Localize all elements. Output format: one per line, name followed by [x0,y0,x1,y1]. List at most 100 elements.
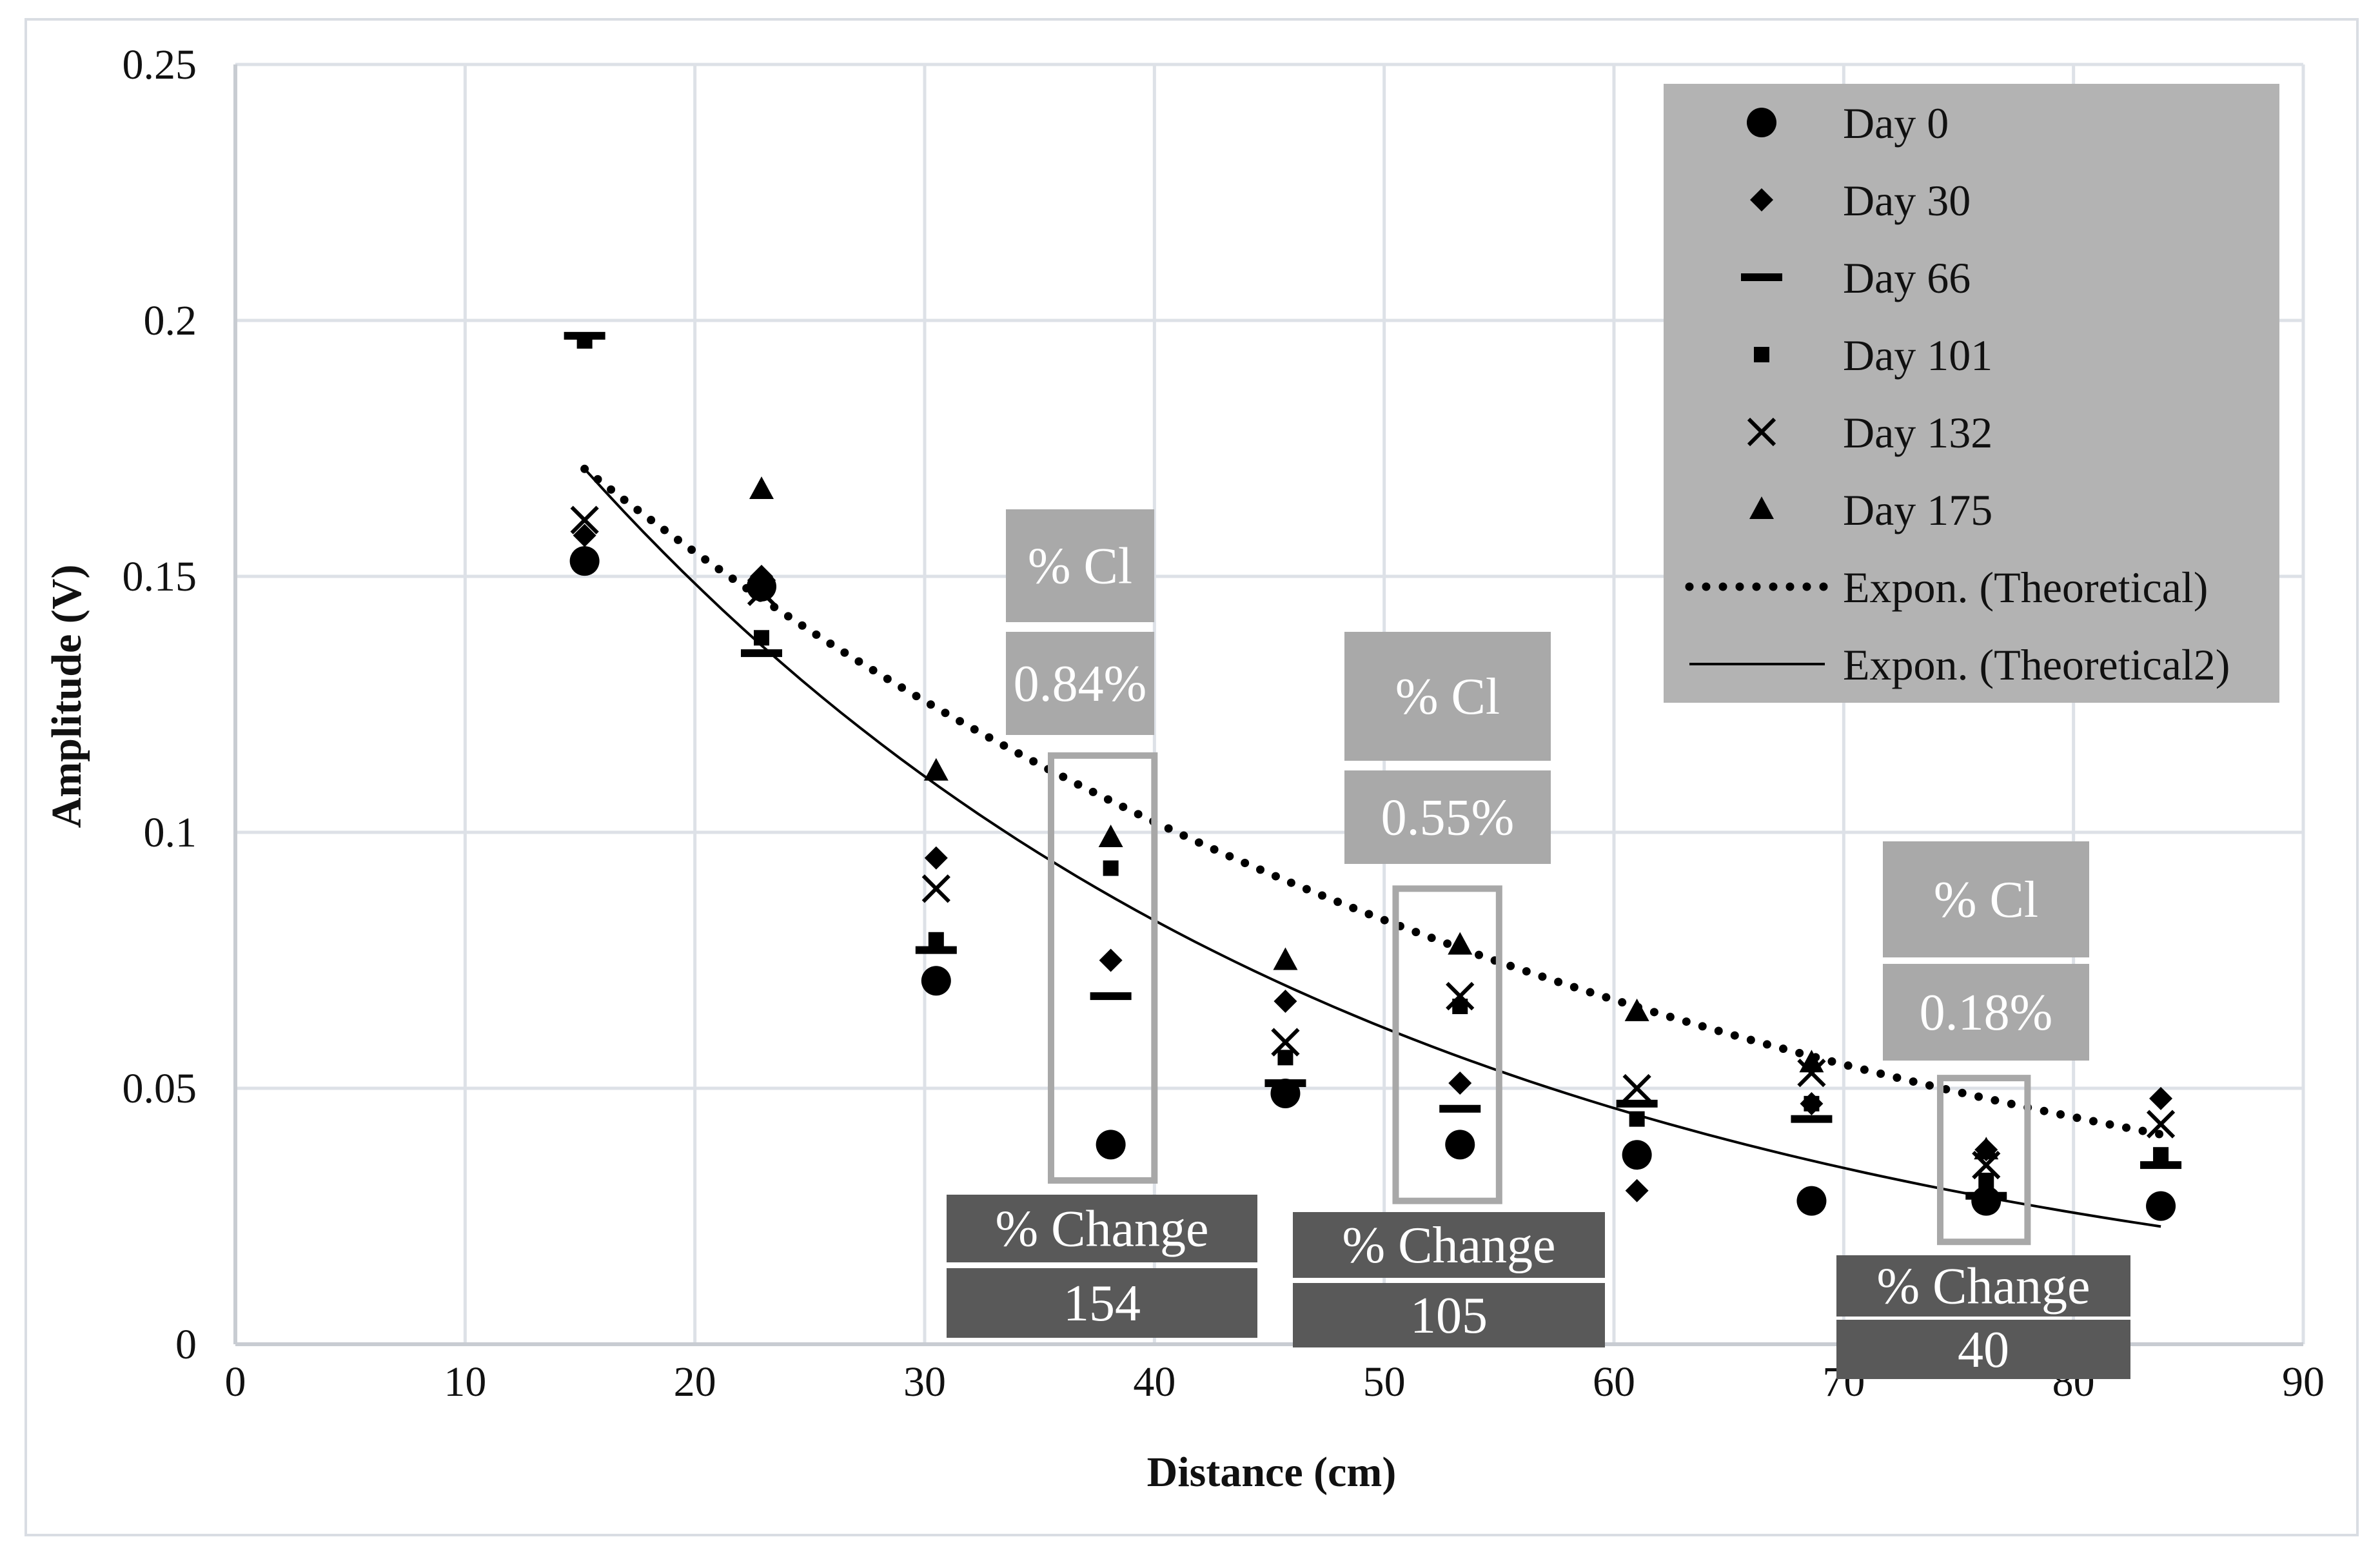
legend-label: Day 101 [1843,331,1992,380]
point-day-175 [749,476,774,500]
cl-label-box-bg [1006,509,1154,622]
legend-marker [1754,347,1769,362]
point-day-132 [1271,1028,1300,1057]
legend-item: Day 132 [1747,408,1992,457]
legend-background [1664,84,2279,703]
change-value-box-bg [1836,1320,2130,1379]
x-tick-label: 40 [1133,1358,1175,1405]
trendline-theoretical2 [584,467,2161,1228]
cl-label-box-text: % Cl [1395,669,1500,725]
change-label-box-text: % Change [1876,1258,2090,1315]
point-day-66 [915,946,957,954]
annotation-bracket [1047,752,1158,1184]
x-axis-title: Distance (cm) [1147,1449,1397,1496]
x-tick-label: 0 [225,1358,246,1405]
point-day-101 [928,932,944,948]
point-day-132 [1622,1073,1651,1103]
point-day-175 [1273,947,1298,970]
point-day-132 [747,577,776,606]
point-day-175 [923,758,949,781]
x-tick-label: 20 [674,1358,716,1405]
trendline-theoretical [580,464,2165,1139]
cl-value-box-bg [1006,632,1154,735]
point-day-132 [570,505,599,534]
point-day-101 [1978,1172,1994,1188]
cl-value-box: 0.84% [1006,632,1154,735]
point-day-101 [1804,1095,1820,1111]
cl-label-box-text: % Cl [1028,538,1132,595]
legend-label: Expon. (Theoretical2) [1843,640,2230,689]
point-day-30 [1625,1179,1649,1202]
x-tick-label: 60 [1593,1358,1635,1405]
change-value-box-text: 40 [1958,1322,2009,1378]
y-tick-label: 0.25 [123,41,197,88]
cl-value-box: 0.18% [1883,964,2089,1061]
change-label-box: % Change [1293,1212,1605,1278]
point-day-66 [1965,1191,2007,1200]
change-label-box-bg [1293,1212,1605,1278]
change-value-box: 154 [947,1268,1257,1338]
y-tick-label: 0.05 [123,1065,197,1112]
point-day-30 [573,524,596,547]
legend-label: Day 66 [1843,253,1971,302]
point-day-0 [2146,1191,2176,1221]
legend-marker [1749,496,1774,519]
point-day-66 [1791,1115,1833,1123]
y-tick-label: 0 [175,1321,197,1368]
cl-value-box: 0.55% [1344,770,1551,864]
point-day-175 [1448,932,1473,955]
y-axis-title: Amplitude (V) [43,565,90,828]
legend-label: Day 175 [1843,485,1992,534]
legend-label: Day 132 [1843,408,1992,457]
point-day-66 [2140,1161,2182,1170]
point-day-101 [2153,1147,2169,1163]
legend-marker [1741,273,1782,281]
legend-marker [1750,188,1773,211]
cl-label-box: % Cl [1006,509,1154,622]
cl-value-box-bg [1883,964,2089,1061]
annotation-bracket [1392,885,1502,1204]
change-label-box-text: % Change [995,1201,1208,1258]
legend-item: Day 175 [1749,485,1992,534]
cl-value-box-bg [1344,770,1551,864]
legend-label: Expon. (Theoretical) [1843,563,2208,612]
trendlines [580,464,2165,1228]
point-day-30 [924,846,948,870]
point-day-66 [741,649,783,658]
point-day-0 [921,966,951,996]
cl-value-box-text: 0.55% [1381,790,1515,847]
chart-frame [25,18,2359,1536]
point-day-101 [1103,860,1119,876]
point-day-132 [2146,1110,2176,1139]
legend-marker [1747,417,1776,447]
x-marker-stroke [1271,1028,1300,1057]
change-label-box-bg [947,1195,1257,1262]
cl-value-box-text: 0.18% [1920,984,2053,1041]
change-label-box-text: % Change [1342,1217,1555,1274]
point-day-30 [1448,1072,1472,1095]
point-day-30 [1099,948,1123,972]
point-day-0 [1971,1186,2001,1216]
point-day-132 [1797,1059,1826,1088]
legend-item: Day 101 [1754,331,1992,380]
point-day-0 [1096,1130,1126,1160]
point-day-0 [1445,1130,1475,1160]
x-tick-label: 10 [444,1358,486,1405]
x-marker-stroke [1797,1059,1826,1088]
x-tick-label: 50 [1363,1358,1406,1405]
point-day-175 [1974,1137,1999,1160]
cl-value-box-text: 0.84% [1014,656,1147,712]
legend-marker [1747,108,1776,137]
point-day-101 [1629,1111,1645,1127]
point-day-101 [1277,1050,1293,1066]
legend-item: Day 66 [1741,253,1971,302]
cl-label-box-bg [1344,632,1551,761]
legend-item: Day 0 [1747,99,1949,148]
x-marker-stroke [1622,1073,1651,1103]
annotation-bracket [1936,1075,2031,1246]
change-value-box-bg [1293,1283,1605,1347]
legend-item: Expon. (Theoretical) [1685,563,2208,612]
y-tick-label: 0.1 [144,809,197,856]
